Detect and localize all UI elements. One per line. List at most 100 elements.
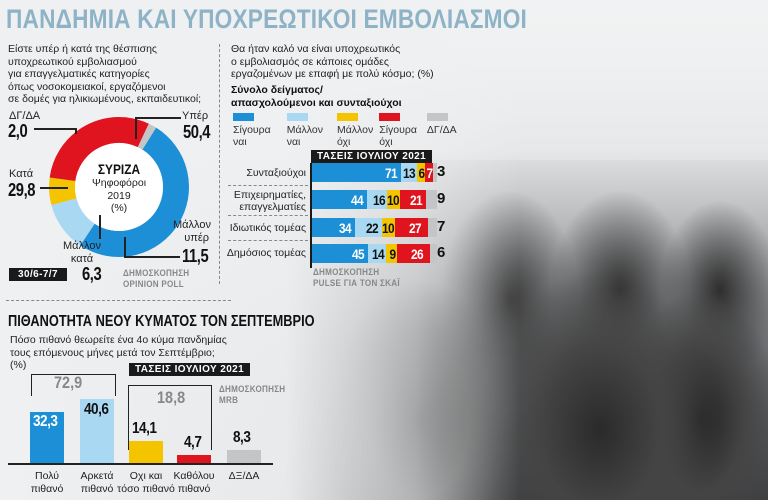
leader-line (124, 256, 180, 258)
donut-center-year: 2019 (107, 189, 131, 202)
value-dk: 2,0 (8, 121, 28, 141)
legend-line: ΔΓ/ΔΑ (426, 124, 457, 136)
leader-line (75, 128, 77, 134)
donut-source: ΔΗΜΟΣΚΟΠΗΣΗ OPINION POLL (123, 268, 189, 290)
trends-tag: ΤΑΣΕΙΣ ΙΟΥΛΙΟΥ 2021 (311, 150, 433, 163)
row-divider (228, 215, 308, 216)
row-divider (228, 185, 308, 186)
wave-source: ΔΗΜΟΣΚΟΠΗΣΗ MRB (219, 384, 285, 406)
stacked-question-line: Θα ήταν καλό να είναι υποχρεωτικός (231, 43, 401, 55)
seg-rather-no: 10 (382, 218, 395, 237)
wave-trends-tag: ΤΑΣΕΙΣ ΙΟΥΛΙΟΥ 2021 (129, 363, 251, 376)
seg-sure-yes: 44 (312, 190, 367, 209)
bar-not-likely (177, 455, 211, 463)
legend-swatch (379, 113, 401, 121)
legend-line: Μάλλον (336, 124, 374, 136)
bar-very-likely (30, 412, 64, 463)
legend-line: όχι (379, 136, 393, 148)
donut-question-line: σε δομές για ηλικιωμένους, εκπαιδευτικοί… (8, 93, 202, 105)
label-line: Μάλλον (173, 219, 211, 231)
legend-item-sure-yes: Σίγουρα ναι (233, 113, 271, 148)
xlabel-line: Οχι και (129, 470, 163, 482)
legend-text: Σίγουρα όχι (379, 124, 417, 148)
legend-item-rather-yes: Μάλλον ναι (286, 113, 323, 148)
label-yes: Υπέρ (182, 110, 209, 122)
seg-sure-no: 26 (397, 244, 430, 263)
legend-item-rather-no: Μάλλον όχι (336, 113, 374, 148)
source-line: ΔΗΜΟΣΚΟΠΗΣΗ (313, 267, 380, 278)
seg-value: 44 (351, 191, 364, 208)
legend-item-dk: ΔΓ/ΔΑ (426, 113, 457, 148)
wave-title: ΠΙΘΑΝΟΤΗΤΑ ΝΕΟΥ ΚΥΜΑΤΟΣ ΤΟΝ ΣΕΠΤΕΜΒΡΙΟ (8, 313, 315, 330)
page-title: ΠΑΝΔΗΜΙΑ ΚΑΙ ΥΠΟΧΡΕΩΤΙΚΟΙ ΕΜΒΟΛΙΑΣΜΟΙ (6, 4, 527, 34)
stacked-row-private: 34 22 10 27 (312, 218, 437, 237)
xlabel-line: Πολύ (35, 470, 59, 482)
legend-swatch (426, 113, 448, 121)
seg-value: 21 (409, 191, 423, 208)
wave-column-chart: 32,3 40,6 14,1 4,7 8,3 (0, 0, 280, 463)
stacked-row-public: 45 14 9 26 (312, 244, 437, 263)
source-line: PULSE ΓΙΑ ΤΟΝ ΣΚΑΪ (313, 278, 400, 289)
dk-value: 9 (437, 190, 446, 207)
value-not-so-likely: 14,1 (132, 420, 157, 437)
label-dk: ΔΓ/ΔΑ (9, 110, 41, 122)
seg-rather-yes: 16 (367, 190, 387, 209)
xlabel-line: Καθόλου (173, 470, 215, 482)
source-line: OPINION POLL (123, 279, 184, 290)
seg-sure-no: 21 (399, 190, 426, 209)
seg-value: 13 (403, 164, 416, 181)
seg-value: 6 (418, 164, 425, 181)
seg-dk (429, 244, 437, 263)
wave-baseline (8, 463, 273, 465)
legend-line: ναι (233, 136, 247, 148)
xlabel-line: τόσο πιθανό (117, 483, 175, 495)
wave-question-line: Πόσο πιθανό θεωρείτε ένα 4ο κύμα πανδημί… (10, 334, 227, 346)
seg-value: 27 (409, 219, 422, 236)
xlabel-not-so-likely: Οχι και τόσο πιθανό (114, 470, 178, 496)
row-label-line: Δημόσιος τομέας (226, 247, 306, 259)
row-label-public: Δημόσιος τομέας (220, 247, 306, 259)
donut-center-unit: (%) (110, 202, 128, 214)
value-dk: 8,3 (233, 429, 251, 446)
seg-sure-no: 27 (394, 218, 429, 237)
value-rather-yes: 11,5 (182, 246, 209, 266)
stacked-axis (310, 163, 312, 268)
bar-not-so-likely (129, 441, 163, 463)
donut-question: Είστε υπέρ ή κατά της θέσπισης υποχρεωτι… (8, 43, 201, 106)
xlabel-line: πιθανό (30, 483, 64, 495)
leader-line (34, 128, 76, 130)
leader-line (135, 117, 137, 139)
leader-line (135, 117, 181, 119)
donut-center: ΣΥΡΙΖΑ Ψηφοφόροι 2019 (%) (84, 161, 154, 215)
wave-unit: (%) (10, 359, 27, 371)
seg-value: 9 (389, 245, 397, 262)
seg-sure-yes: 71 (312, 163, 401, 182)
stacked-row-pensioners: 71 13 6 7 (312, 163, 437, 182)
bracket-likely (31, 374, 116, 396)
subtitle-line: απασχολούμενοι και συνταξιούχοι (231, 96, 402, 109)
seg-rather-no: 10 (387, 190, 400, 209)
seg-value: 10 (381, 219, 395, 236)
wave-question-line: τους επόμενους μήνες μετά τον Σεπτέμβριο… (10, 346, 215, 359)
unlikely-total: 18,8 (157, 388, 186, 407)
row-label-private: Ιδιωτικός τομέας (220, 222, 306, 234)
seg-value: 45 (352, 245, 365, 262)
xlabel-not-likely: Καθόλου πιθανό (169, 470, 219, 496)
row-label-business: Επιχειρηματίες, επαγγελματίες (220, 189, 306, 213)
slice-against (49, 117, 189, 257)
xlabel-line: πιθανό (80, 483, 114, 495)
seg-value: 22 (366, 219, 379, 236)
xlabel-line: πιθανό (177, 483, 211, 495)
donut-question-line: όπως νοσοκομειακοί, εργαζόμενοι (8, 80, 166, 93)
seg-sure-no: 7 (424, 163, 433, 182)
seg-value: 14 (371, 245, 385, 262)
row-label-line: Επιχειρηματίες, (233, 189, 306, 201)
seg-rather-yes: 14 (368, 244, 386, 263)
label-rather-yes: Μάλλον υπέρ (173, 219, 211, 245)
value-rather-no: 6,3 (82, 264, 102, 284)
slice-dk (49, 117, 189, 257)
legend-text: ΔΓ/ΔΑ (427, 124, 457, 136)
donut-question-line: υποχρεωτικού εμβολιασμού (8, 55, 137, 68)
value-yes: 50,4 (183, 122, 211, 142)
value-fairly-likely: 40,6 (84, 401, 109, 418)
